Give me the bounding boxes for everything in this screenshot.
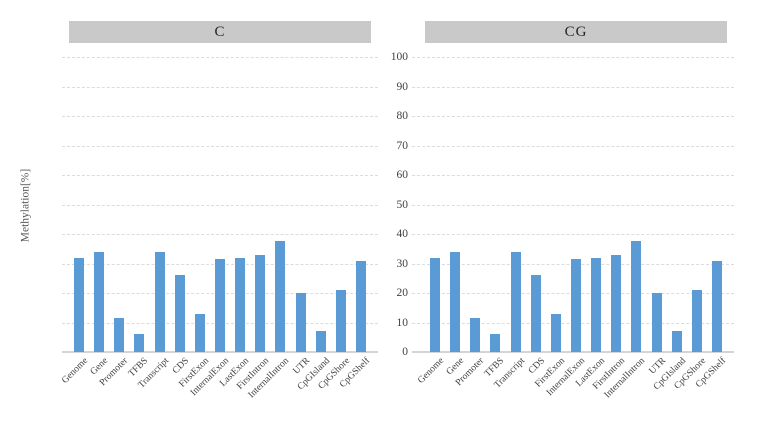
bar-tfbs	[134, 334, 145, 352]
bar-cpgshelf	[712, 260, 723, 352]
gridline-40	[412, 234, 734, 235]
bar-slot	[69, 57, 89, 352]
bar-slot	[445, 57, 465, 352]
bar-gene	[450, 251, 461, 352]
bar-firstexon	[194, 313, 205, 352]
bar-slot	[351, 57, 371, 352]
bar-slot	[626, 57, 646, 352]
bar-slot	[291, 57, 311, 352]
bar-transcript	[154, 251, 165, 352]
bar-slot	[425, 57, 445, 352]
gridline-50	[62, 204, 378, 206]
bars-area-cg	[425, 57, 727, 352]
gridline-90	[62, 86, 378, 88]
y-tick-label-90: 90	[396, 80, 409, 93]
y-tick-label-30: 30	[396, 257, 409, 270]
bar-gene	[94, 251, 105, 352]
bar-slot	[566, 57, 586, 352]
bar-firstintron	[255, 254, 266, 352]
bar-slot	[687, 57, 707, 352]
y-tick-label-60: 60	[396, 169, 409, 181]
bar-internalintron	[631, 241, 642, 352]
panel-title-c: C	[69, 21, 371, 43]
bar-slot	[170, 57, 190, 352]
bar-slot	[230, 57, 250, 352]
y-tick-label-20: 20	[396, 287, 409, 299]
panel-title-cg: CG	[425, 21, 727, 43]
bar-firstintron	[611, 254, 622, 352]
bar-cpgisland	[671, 331, 682, 352]
bar-slot	[109, 57, 129, 352]
bar-slot	[465, 57, 485, 352]
y-tick-label-40: 40	[396, 228, 409, 240]
gridline-50	[412, 204, 734, 206]
bar-slot	[707, 57, 727, 352]
bar-slot	[129, 57, 149, 352]
bar-slot	[485, 57, 505, 352]
gridline-70	[412, 145, 734, 147]
panel-cg: CG Genome Gene Promoter TFBS Transcript CDS Fi…	[416, 0, 728, 434]
gridline-80	[412, 116, 734, 117]
y-tick-label-10: 10	[396, 316, 409, 329]
bar-slot	[647, 57, 667, 352]
bar-slot	[546, 57, 566, 352]
bar-slot	[190, 57, 210, 352]
bar-genome	[74, 257, 85, 352]
bar-utr	[295, 293, 306, 352]
bar-slot	[331, 57, 351, 352]
x-axis-line	[62, 351, 378, 353]
y-tick-label-50: 50	[396, 198, 409, 211]
bar-slot	[150, 57, 170, 352]
gridline-90	[412, 86, 734, 88]
y-tick-label-100: 100	[390, 51, 408, 63]
bar-promoter	[114, 318, 125, 352]
bar-internalintron	[275, 241, 286, 352]
panel-c: C Genome Gene Promoter TFBS Transcript CDS Fir…	[60, 0, 372, 434]
bars-area-c	[69, 57, 371, 352]
x-axis-labels-cg: Genome Gene Promoter TFBS Transcript CDS First…	[416, 356, 728, 434]
gridline-60	[412, 175, 734, 176]
bar-internalexon	[215, 259, 226, 352]
bar-slot	[606, 57, 626, 352]
bar-slot	[586, 57, 606, 352]
bar-utr	[651, 293, 662, 352]
x-axis-labels-c: Genome Gene Promoter TFBS Transcript CDS First…	[60, 356, 372, 434]
y-tick-label-80: 80	[396, 110, 409, 122]
bar-cds	[174, 275, 185, 352]
bar-cpgisland	[315, 331, 326, 352]
gridline-100	[412, 57, 734, 58]
y-tick-label-0: 0	[402, 346, 408, 358]
bar-promoter	[470, 318, 481, 352]
y-axis-tick-labels: 100 90 80 70 60 50 40 30 20 10 0	[372, 0, 408, 434]
bar-lastexon	[591, 257, 602, 352]
bar-cds	[530, 275, 541, 352]
gridline-60	[62, 175, 378, 176]
bar-cpgshelf	[356, 260, 367, 352]
bar-slot	[526, 57, 546, 352]
bar-genome	[430, 257, 441, 352]
bar-slot	[506, 57, 526, 352]
bar-slot	[89, 57, 109, 352]
gridline-40	[62, 234, 378, 235]
bar-slot	[667, 57, 687, 352]
bar-slot	[270, 57, 290, 352]
bar-cpgshore	[335, 290, 346, 352]
gridline-70	[62, 145, 378, 147]
bar-slot	[210, 57, 230, 352]
bar-tfbs	[490, 334, 501, 352]
bar-internalexon	[571, 259, 582, 352]
gridline-80	[62, 116, 378, 117]
bar-cpgshore	[691, 290, 702, 352]
bar-lastexon	[235, 257, 246, 352]
y-axis-title: Methylation[%]	[19, 168, 32, 243]
bar-slot	[250, 57, 270, 352]
bar-firstexon	[550, 313, 561, 352]
x-axis-line	[412, 351, 734, 353]
y-tick-label-70: 70	[396, 139, 409, 152]
gridline-100	[62, 57, 378, 58]
bar-transcript	[510, 251, 521, 352]
bar-slot	[311, 57, 331, 352]
